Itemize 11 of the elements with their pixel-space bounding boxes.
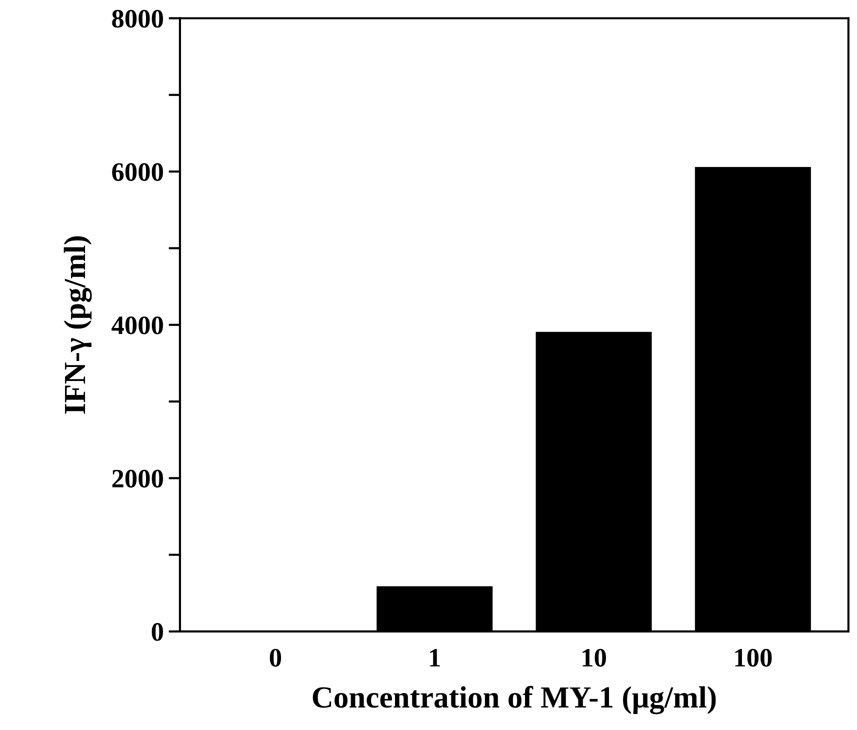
y-tick-label: 8000 — [112, 10, 163, 28]
x-axis-title: Concentration of MY-1 (μg/ml) — [312, 686, 716, 714]
y-tick-label: 4000 — [112, 316, 163, 334]
y-tick-label: 6000 — [112, 163, 163, 181]
x-tick-label: 0 — [270, 648, 282, 667]
x-tick-label: 100 — [735, 648, 772, 667]
x-tick-label: 1 — [430, 649, 440, 666]
y-tick-label: 0 — [152, 623, 163, 641]
y-tick-label: 2000 — [112, 470, 163, 488]
y-axis-title: IFN-γ (pg/ml) — [64, 236, 92, 414]
x-tick-label: 10 — [582, 648, 606, 667]
